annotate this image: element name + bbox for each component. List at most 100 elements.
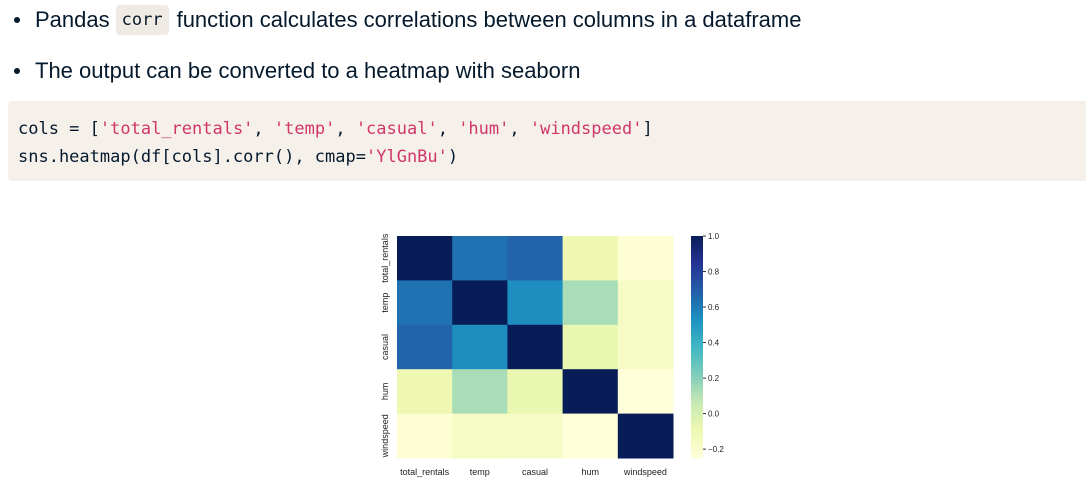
colorbar-segment bbox=[691, 273, 703, 278]
heatmap-cell-total_rentals-casual bbox=[507, 236, 564, 281]
heatmap-cell-hum-temp bbox=[452, 369, 508, 415]
x-tick-label: hum bbox=[581, 467, 599, 477]
colorbar-segment bbox=[691, 287, 703, 292]
colorbar-segment bbox=[691, 298, 703, 304]
heatmap-cell-windspeed-casual bbox=[507, 413, 564, 459]
x-tick-label: casual bbox=[522, 467, 548, 477]
colorbar-segment bbox=[691, 380, 703, 385]
colorbar-tick-label: 0.2 bbox=[708, 374, 720, 383]
colorbar-segment bbox=[691, 317, 703, 322]
colorbar-segment bbox=[691, 284, 703, 289]
colorbar-tick-label: 0.6 bbox=[708, 303, 720, 312]
heatmap-cell-total_rentals-total_rentals bbox=[397, 236, 453, 281]
colorbar-segment bbox=[691, 376, 703, 381]
colorbar-segment bbox=[691, 369, 703, 374]
colorbar-segment bbox=[691, 413, 703, 418]
colorbar-segment bbox=[691, 328, 703, 333]
colorbar-segment bbox=[691, 421, 703, 426]
colorbar-segment bbox=[691, 250, 703, 255]
colorbar-tick-label: −0.2 bbox=[708, 445, 724, 454]
colorbar-segment bbox=[691, 302, 703, 307]
colorbar-segment bbox=[691, 335, 703, 341]
code-token: , bbox=[509, 119, 530, 139]
bullet-text: The output can be converted to a heatmap… bbox=[35, 58, 581, 83]
colorbar-segment bbox=[691, 384, 703, 389]
colorbar-segment bbox=[691, 350, 703, 355]
code-string: 'casual' bbox=[355, 119, 438, 139]
y-tick-label: temp bbox=[380, 293, 390, 313]
colorbar-segment bbox=[691, 269, 703, 274]
colorbar-segment bbox=[691, 236, 703, 241]
heatmap-cell-hum-casual bbox=[507, 369, 564, 415]
colorbar-segment bbox=[691, 347, 703, 352]
colorbar-segment bbox=[691, 402, 703, 407]
colorbar-segment bbox=[691, 254, 703, 259]
colorbar-segment bbox=[691, 391, 703, 396]
code-token: sns.heatmap(df[cols].corr(), cmap= bbox=[18, 147, 366, 167]
x-tick-label: total_rentals bbox=[400, 467, 450, 477]
colorbar-segment bbox=[691, 239, 703, 244]
bullet-dot bbox=[14, 17, 20, 23]
colorbar-segment bbox=[691, 443, 703, 448]
colorbar-segment bbox=[691, 365, 703, 370]
heatmap-cell-windspeed-hum bbox=[562, 413, 619, 459]
heatmap-cell-temp-temp bbox=[452, 280, 508, 326]
heatmap-cell-hum-total_rentals bbox=[397, 369, 453, 415]
colorbar-segment bbox=[691, 291, 703, 296]
colorbar-segment bbox=[691, 247, 703, 252]
colorbar-segment bbox=[691, 428, 703, 433]
colorbar-segment bbox=[691, 343, 703, 348]
colorbar-segment bbox=[691, 321, 703, 326]
heatmap-cell-windspeed-temp bbox=[452, 413, 508, 459]
colorbar-segment bbox=[691, 276, 703, 281]
colorbar-segment bbox=[691, 387, 703, 392]
bullet-dot bbox=[14, 68, 20, 74]
colorbar-segment bbox=[691, 435, 703, 440]
colorbar-segment bbox=[691, 395, 703, 400]
heatmap-cell-casual-windspeed bbox=[617, 324, 674, 370]
colorbar-segment bbox=[691, 258, 703, 263]
colorbar-segment bbox=[691, 261, 703, 267]
colorbar-segment bbox=[691, 417, 703, 422]
colorbar-segment bbox=[691, 358, 703, 363]
heatmap-cell-hum-hum bbox=[562, 369, 619, 415]
colorbar-segment bbox=[691, 324, 703, 329]
colorbar-segment bbox=[691, 265, 703, 270]
code-line-1: cols = ['total_rentals', 'temp', 'casual… bbox=[18, 115, 1076, 143]
colorbar-segment bbox=[691, 424, 703, 429]
y-tick-label: windspeed bbox=[380, 414, 390, 458]
colorbar-segment bbox=[691, 372, 703, 378]
x-tick-label: windspeed bbox=[623, 467, 667, 477]
colorbar-segment bbox=[691, 446, 703, 452]
colorbar-segment bbox=[691, 339, 703, 344]
colorbar-segment bbox=[691, 439, 703, 444]
heatmap-cell-windspeed-windspeed bbox=[617, 413, 674, 459]
heatmap-cell-hum-windspeed bbox=[617, 369, 674, 415]
y-tick-label: casual bbox=[380, 334, 390, 360]
heatmap-cell-casual-hum bbox=[562, 324, 619, 370]
heatmap-cell-casual-casual bbox=[507, 324, 564, 370]
bullet-heatmap: The output can be converted to a heatmap… bbox=[14, 56, 580, 86]
y-tick-label: hum bbox=[380, 383, 390, 401]
colorbar-tick-label: 0.8 bbox=[708, 268, 720, 277]
colorbar-segment bbox=[691, 454, 703, 459]
heatmap-cell-total_rentals-temp bbox=[452, 236, 508, 281]
code-token: cols = [ bbox=[18, 119, 100, 139]
colorbar-segment bbox=[691, 450, 703, 455]
heatmap-cell-temp-windspeed bbox=[617, 280, 674, 326]
colorbar-segment bbox=[691, 306, 703, 311]
code-string: 'hum' bbox=[458, 119, 510, 139]
colorbar-segment bbox=[691, 243, 703, 248]
code-block: cols = ['total_rentals', 'temp', 'casual… bbox=[8, 101, 1086, 181]
code-token: ] bbox=[642, 119, 653, 139]
heatmap-cell-total_rentals-windspeed bbox=[617, 236, 674, 281]
colorbar-segment bbox=[691, 406, 703, 411]
code-token: , bbox=[335, 119, 356, 139]
colorbar-segment bbox=[691, 280, 703, 285]
inline-code-corr: corr bbox=[115, 5, 169, 35]
heatmap-cell-temp-total_rentals bbox=[397, 280, 453, 326]
colorbar-tick-label: 1.0 bbox=[708, 232, 720, 241]
bullet-corr: Pandas corr function calculates correlat… bbox=[14, 5, 801, 35]
colorbar-segment bbox=[691, 295, 703, 300]
code-string: 'YlGnBu' bbox=[366, 147, 448, 167]
